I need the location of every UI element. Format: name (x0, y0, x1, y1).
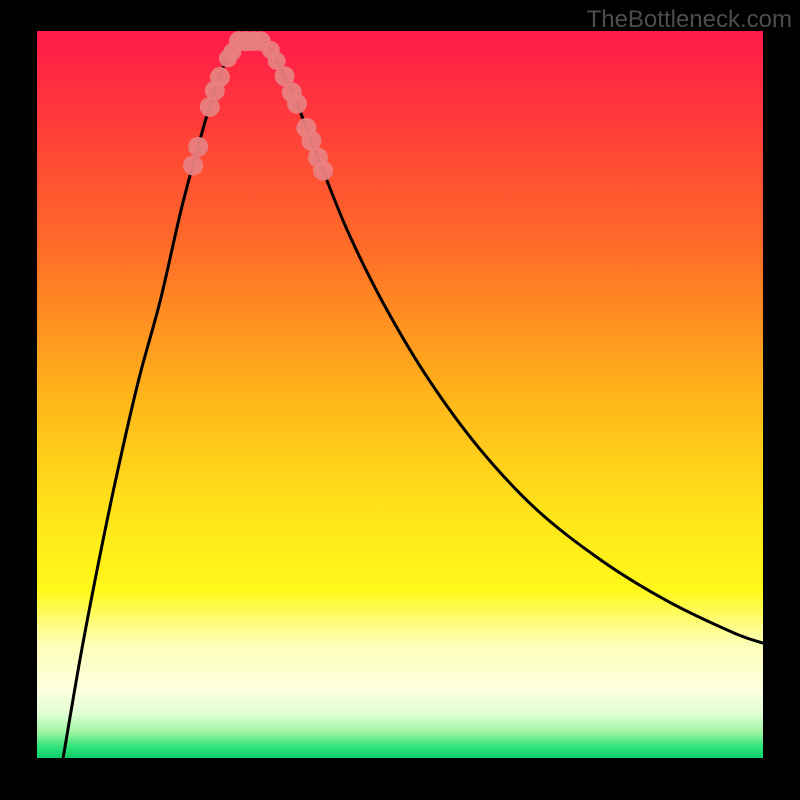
curve-dot (183, 155, 203, 175)
chart-frame: TheBottleneck.com (0, 0, 800, 800)
curve-dot (188, 137, 208, 157)
curve-dot (210, 67, 230, 87)
plot-background (37, 31, 763, 758)
watermark-text: TheBottleneck.com (587, 6, 792, 34)
curve-dot (287, 94, 307, 114)
chart-svg (0, 0, 800, 800)
curve-dot (313, 161, 333, 181)
